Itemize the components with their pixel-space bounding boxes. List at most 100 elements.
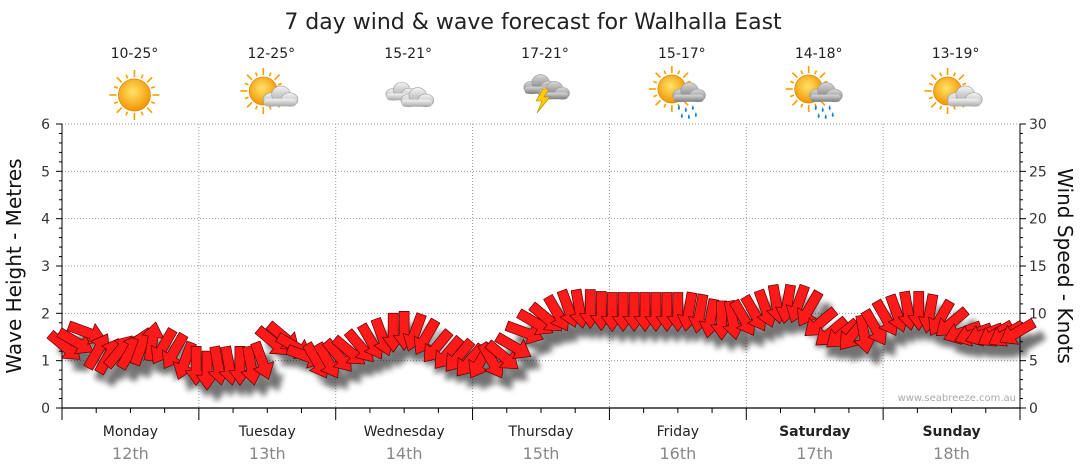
right-axis: 0 5 10 15 20 25 30 [1020,117,1047,417]
wind-arrow [172,340,197,380]
arrow-shadow [206,363,229,403]
temperature-label: 14-18° [795,46,843,62]
arrow-shadow [1009,330,1047,357]
temperature-label: 13-19° [932,46,980,62]
sun-ray [655,99,662,106]
sun-ray [274,74,281,81]
rain-drop [677,105,680,110]
wind-arrow [494,332,532,359]
y2-tick-label: 30 [1029,117,1047,133]
sun-ray [952,72,956,77]
day-name-label: Tuesday [238,424,296,440]
rain-drop [691,105,694,110]
wind-arrow [999,318,1037,345]
cloud-base [810,94,841,102]
cloudy-icon [385,81,435,108]
y-tick-label: 3 [41,259,50,275]
day-date-label: 12th [112,444,149,463]
wind-arrow [161,331,189,369]
sun-ray [113,85,119,89]
y2-tick-label: 20 [1029,212,1047,228]
sun-ray [146,107,153,114]
day-name-label: Thursday [507,424,573,440]
grid [61,123,1021,409]
rain-drop [684,107,687,112]
y-tick-label: 4 [41,212,50,228]
day-date-label: 14th [386,444,423,463]
sun-ray [928,82,934,86]
day-headers: 10-25° 12-25° 15-21° 17-21° 15-17° 14-18° 13-1… [109,46,983,120]
rain-drop [828,105,831,110]
sun-icon [109,70,160,120]
y2-tick-label: 5 [1029,354,1038,370]
sun-ray [789,80,795,84]
sun-ray [962,82,967,86]
wind-arrow [313,341,340,379]
sun-ray [655,72,662,79]
sun-ray [682,72,689,79]
sun-ray [663,103,667,108]
sun-ray [140,111,144,116]
sun-ray [254,105,258,110]
sun-ray [244,96,249,100]
sun-ray [246,101,253,108]
sun-disc [118,78,151,112]
partly-cloudy-icon [924,68,983,114]
rain-drop [814,105,817,110]
rain-drop [831,112,834,117]
sun-ray [113,101,119,105]
sun-ray [653,94,658,98]
rain-drop [817,113,820,118]
wind-arrow [722,300,745,341]
sun-ray [958,74,965,81]
temperature-label: 17-21° [521,46,569,62]
sun-ray [663,70,667,75]
sun-ray [116,107,123,114]
wind-arrow [729,298,756,336]
y-tick-label: 2 [41,306,50,322]
sun-ray [653,80,658,84]
sun-ray [146,76,153,83]
rain-drop [694,112,697,117]
rain-drop [821,107,824,112]
y2-tick-label: 0 [1029,401,1038,417]
temperature-label: 10-25° [111,46,159,62]
thunderstorm-icon [523,74,570,114]
y2-axis-title: Wind Speed - Knots [1053,168,1077,364]
sun-ray [246,74,253,81]
chart-title: 7 day wind & wave forecast for Walhalla … [284,10,782,35]
sun-ray [928,96,934,100]
sun-ray [800,70,804,75]
day-date-label: 16th [659,444,696,463]
wind-arrow [796,289,824,327]
sun-ray [116,76,123,83]
cloud-base [948,98,981,107]
sun-ray [791,72,798,79]
sun-ray [150,85,156,89]
temperature-label: 15-17° [658,46,706,62]
wind-arrow [322,337,352,372]
y-axis-title: Wave Height - Metres [2,158,26,373]
temperature-label: 12-25° [247,46,295,62]
y2-tick-label: 15 [1029,259,1047,275]
credit-text: www.seabreeze.com.au [898,393,1016,404]
sun-ray [150,101,156,105]
sun-ray [789,94,795,98]
cloud-base [263,98,297,107]
sun-ray [125,74,129,79]
lightning-bolt [535,88,551,114]
wind-arrow [250,340,275,380]
rain-drop [687,114,690,119]
sun-ray [140,74,144,79]
sun-ray [800,103,804,108]
cloud-base [673,94,704,102]
y-tick-label: 0 [41,401,50,417]
temperature-label: 15-21° [384,46,432,62]
sun-ray [819,72,826,79]
wind-arrow [413,317,441,355]
day-date-label: 18th [933,444,970,463]
day-name-label: Sunday [922,424,980,440]
sun-ray [244,82,249,86]
day-date-label: 17th [796,444,833,463]
